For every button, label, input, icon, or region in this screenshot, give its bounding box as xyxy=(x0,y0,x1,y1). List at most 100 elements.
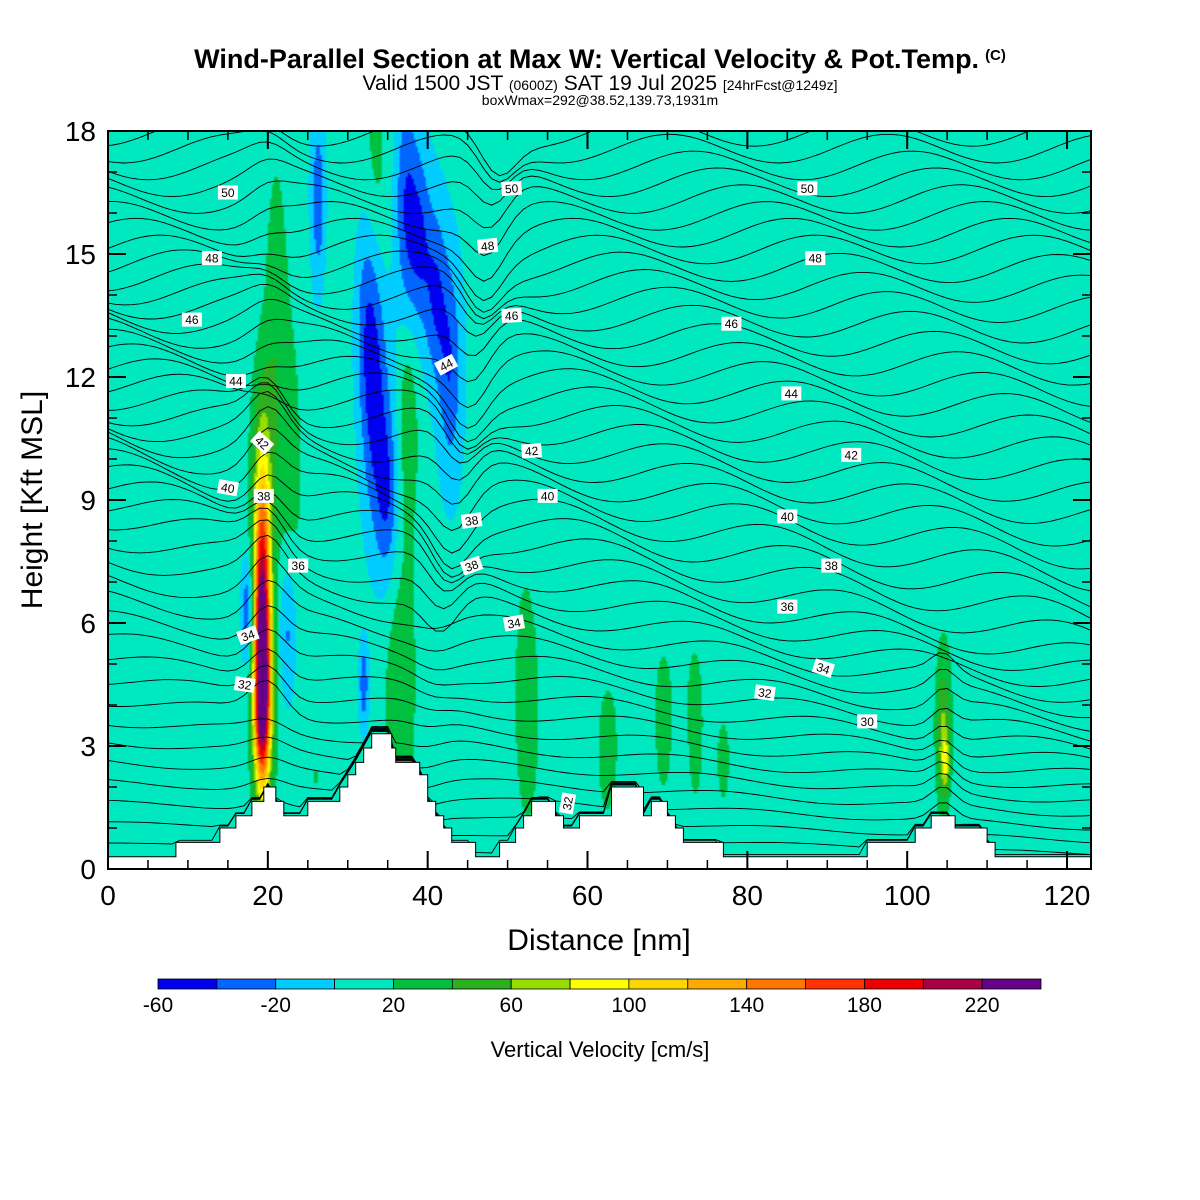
theta-label-box xyxy=(811,658,835,678)
theta-label-text: 38 xyxy=(464,513,479,529)
theta-label-text: 40 xyxy=(220,480,236,496)
theta-label-box xyxy=(250,430,275,455)
theta-contour-line xyxy=(108,263,1091,320)
theta-label-text: 38 xyxy=(825,559,839,573)
colorbar-swatch xyxy=(451,978,512,990)
theta-label-text: 46 xyxy=(185,313,199,327)
theta-contour-line xyxy=(108,628,1091,742)
x-tick-label: 100 xyxy=(884,880,931,911)
theta-label: 50 xyxy=(797,181,818,196)
theta-contour-line xyxy=(108,555,1091,703)
theta-label-box xyxy=(476,237,499,254)
colorbar-swatch xyxy=(510,978,571,990)
colorbar-label: 60 xyxy=(500,994,523,1017)
theta-contour-line xyxy=(108,448,1091,592)
theta-label-box xyxy=(233,676,256,693)
x-tick-label: 120 xyxy=(1044,880,1091,911)
potential-temperature-labels: 50 50 50 48 48 48 46 46 46 44 44 44 42 42 42 40 40 40 38 38… xyxy=(181,180,878,815)
theta-label-text: 32 xyxy=(757,685,772,701)
theta-label-text: 30 xyxy=(861,715,875,729)
theta-contour-line xyxy=(108,131,1031,177)
colorbar-label: 220 xyxy=(965,994,1000,1017)
colorbar-label: 180 xyxy=(847,994,882,1017)
theta-label-box xyxy=(201,251,222,266)
theta-label: 38 xyxy=(459,555,484,576)
theta-label: 40 xyxy=(537,488,558,503)
theta-label: 42 xyxy=(250,430,275,455)
colorbar-swatch xyxy=(216,978,277,990)
colorbar-label: -60 xyxy=(143,994,173,1017)
theta-label: 30 xyxy=(857,714,878,729)
theta-label-text: 40 xyxy=(541,489,555,503)
colorbar-swatch xyxy=(393,978,453,990)
theta-contour-line xyxy=(108,406,1091,547)
theta-contour-line xyxy=(108,579,1091,719)
theta-label: 42 xyxy=(841,447,862,462)
x-axis-title: Distance [nm] xyxy=(507,924,690,957)
theta-label-box xyxy=(805,251,826,266)
theta-label-box xyxy=(217,185,238,200)
theta-label: 50 xyxy=(501,180,523,196)
theta-label-text: 32 xyxy=(560,795,576,811)
theta-label-box xyxy=(777,509,798,524)
subtitle-forecast-info: [24hrFcst@1249z] xyxy=(722,77,838,93)
y-tick-label: 6 xyxy=(80,608,96,639)
theta-label-text: 34 xyxy=(239,627,257,645)
chart-title-text: Wind-Parallel Section at Max W: Vertical… xyxy=(194,44,980,74)
theta-label: 34 xyxy=(502,614,526,632)
colorbar-swatch xyxy=(157,978,218,990)
theta-contour-line xyxy=(108,273,1091,325)
theta-label: 36 xyxy=(777,599,798,614)
theta-label-box xyxy=(288,558,309,573)
colorbar-swatch xyxy=(746,978,807,990)
theta-contour-line xyxy=(108,376,1091,480)
chart-subtitle: Valid 1500 JST (0600Z) SAT 19 Jul 2025 [… xyxy=(0,72,1200,96)
chart-title-mark: (C) xyxy=(985,47,1006,64)
subtitle-date: SAT 19 Jul 2025 xyxy=(563,72,718,95)
theta-contour-line xyxy=(108,664,1091,759)
theta-label-box xyxy=(558,792,577,815)
subtitle-valid-time: Valid 1500 JST xyxy=(362,72,503,95)
theta-label-text: 50 xyxy=(801,182,815,196)
y-tick-label: 12 xyxy=(65,362,96,393)
theta-label: 50 xyxy=(217,185,238,200)
theta-label-text: 40 xyxy=(781,510,795,524)
theta-contour-line xyxy=(108,679,1091,774)
theta-label: 40 xyxy=(777,509,798,524)
theta-label-box xyxy=(225,374,246,389)
theta-contour-line xyxy=(108,391,1091,524)
theta-contour-line xyxy=(108,373,1091,459)
theta-contour-line xyxy=(108,728,1091,831)
theta-contour-line xyxy=(108,201,1091,257)
theta-label: 42 xyxy=(521,443,543,459)
theta-contour-line xyxy=(108,317,1091,386)
theta-label: 32 xyxy=(754,684,776,701)
theta-label-box xyxy=(797,181,818,196)
theta-label-text: 46 xyxy=(725,317,739,331)
theta-label: 34 xyxy=(236,625,260,646)
theta-label-box xyxy=(181,312,202,327)
theta-label: 34 xyxy=(811,658,835,678)
theta-label-box xyxy=(501,307,522,324)
colorbar-swatch xyxy=(922,978,983,990)
theta-label-text: 48 xyxy=(205,252,219,266)
theta-contour-line xyxy=(108,499,1091,634)
theta-label-box xyxy=(253,488,274,503)
theta-label-text: 36 xyxy=(292,559,306,573)
terrain-profile xyxy=(107,733,1092,870)
theta-label-box xyxy=(521,443,543,459)
colorbar-label: -20 xyxy=(261,994,291,1017)
theta-contour-line xyxy=(108,507,1091,655)
theta-label-box xyxy=(754,684,776,702)
theta-contour-line xyxy=(108,427,1091,570)
y-axis-title: Height [Kft MSL] xyxy=(16,391,49,609)
y-tick-label: 9 xyxy=(80,485,96,516)
theta-label-text: 44 xyxy=(785,387,799,401)
theta-label-text: 38 xyxy=(463,557,481,575)
theta-contour-line xyxy=(108,298,1091,365)
theta-contour-line xyxy=(108,180,1091,229)
theta-label-text: 42 xyxy=(524,444,539,459)
theta-label-box xyxy=(459,555,484,576)
theta-label: 36 xyxy=(288,558,309,573)
